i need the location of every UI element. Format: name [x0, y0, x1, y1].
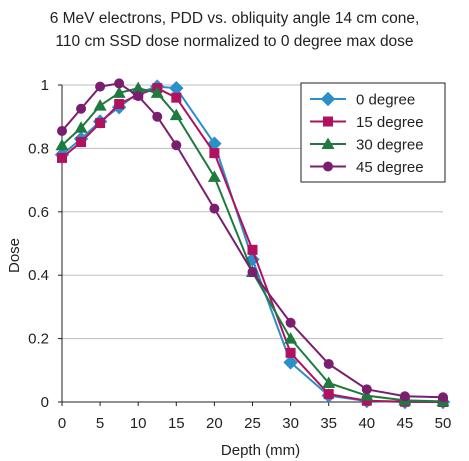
x-tick-label-9: 45 [397, 415, 414, 432]
series-1-point-3 [114, 99, 125, 110]
series-3-point-9 [285, 317, 296, 328]
series-3-point-10 [323, 358, 334, 369]
series-2-point-3 [112, 86, 126, 98]
series-2-point-11 [360, 389, 374, 401]
series-3-point-13 [438, 392, 448, 403]
y-tick-label-2: 0.4 [28, 267, 49, 284]
x-axis-label: Depth (mm) [221, 442, 300, 459]
series-3-point-2 [95, 81, 106, 92]
series-2-point-6 [169, 108, 183, 121]
series-1-point-1 [76, 137, 87, 148]
series-2-point-1 [74, 121, 88, 133]
series-3-point-7 [209, 203, 220, 214]
series-1-point-8 [247, 244, 258, 255]
y-tick-label-3: 0.6 [28, 204, 49, 221]
legend-label-2: 30 degree [356, 137, 424, 154]
series-1-point-0 [57, 152, 67, 163]
series-3-point-8 [247, 267, 258, 278]
y-tick-label-1: 0.2 [28, 331, 49, 348]
x-tick-label-2: 10 [130, 415, 147, 432]
y-axis-label: Dose [6, 238, 23, 273]
series-1-point-7 [209, 148, 220, 159]
x-tick-label-4: 20 [206, 415, 223, 432]
series-3-point-1 [76, 103, 87, 114]
series-2-point-9 [284, 332, 298, 344]
series-0-point-9 [283, 355, 298, 370]
series-3-point-5 [152, 111, 163, 122]
series-2-point-10 [322, 376, 336, 388]
x-tick-label-5: 25 [244, 415, 261, 432]
x-tick-label-7: 35 [320, 415, 337, 432]
series-1-point-10 [323, 389, 334, 400]
y-tick-label-5: 1 [41, 77, 49, 94]
series-1-point-9 [285, 347, 296, 358]
legend-marker-3 [323, 161, 333, 172]
y-tick-label-4: 0.8 [28, 140, 49, 157]
series-3-point-4 [133, 91, 144, 102]
series-2-point-0 [55, 138, 69, 151]
series-3-point-6 [171, 140, 182, 151]
x-tick-label-6: 30 [282, 415, 299, 432]
series-line-2 [61, 87, 444, 403]
chart-title-line-1: 6 MeV electrons, PDD vs. obliquity angle… [49, 10, 420, 27]
legend-label-0: 0 degree [356, 92, 415, 109]
legend-marker-0 [320, 91, 336, 107]
x-tick-label-0: 0 [58, 415, 66, 432]
x-tick-label-3: 15 [168, 415, 185, 432]
chart-title-line-2: 110 cm SSD dose normalized to 0 degree m… [55, 33, 414, 50]
series-3-point-12 [399, 391, 410, 402]
series-1-point-11 [361, 395, 372, 406]
legend-label-1: 15 degree [356, 114, 424, 131]
legend-marker-1 [323, 116, 333, 127]
x-tick-label-1: 5 [96, 415, 104, 432]
x-tick-label-10: 50 [435, 415, 452, 432]
series-2-point-5 [150, 86, 164, 98]
series-3-point-0 [57, 125, 67, 136]
legend-label-3: 45 degree [356, 159, 424, 176]
x-tick-label-8: 40 [358, 415, 375, 432]
series-3-point-3 [114, 78, 125, 89]
series-1-point-6 [171, 92, 182, 103]
legend-marker-2 [321, 137, 335, 149]
series-3-point-11 [361, 384, 372, 395]
series-1-point-2 [95, 118, 106, 129]
y-tick-label-0: 0 [41, 394, 49, 411]
series-2-point-7 [207, 170, 221, 182]
series-2-point-4 [131, 81, 145, 94]
series-2-point-2 [93, 99, 107, 111]
